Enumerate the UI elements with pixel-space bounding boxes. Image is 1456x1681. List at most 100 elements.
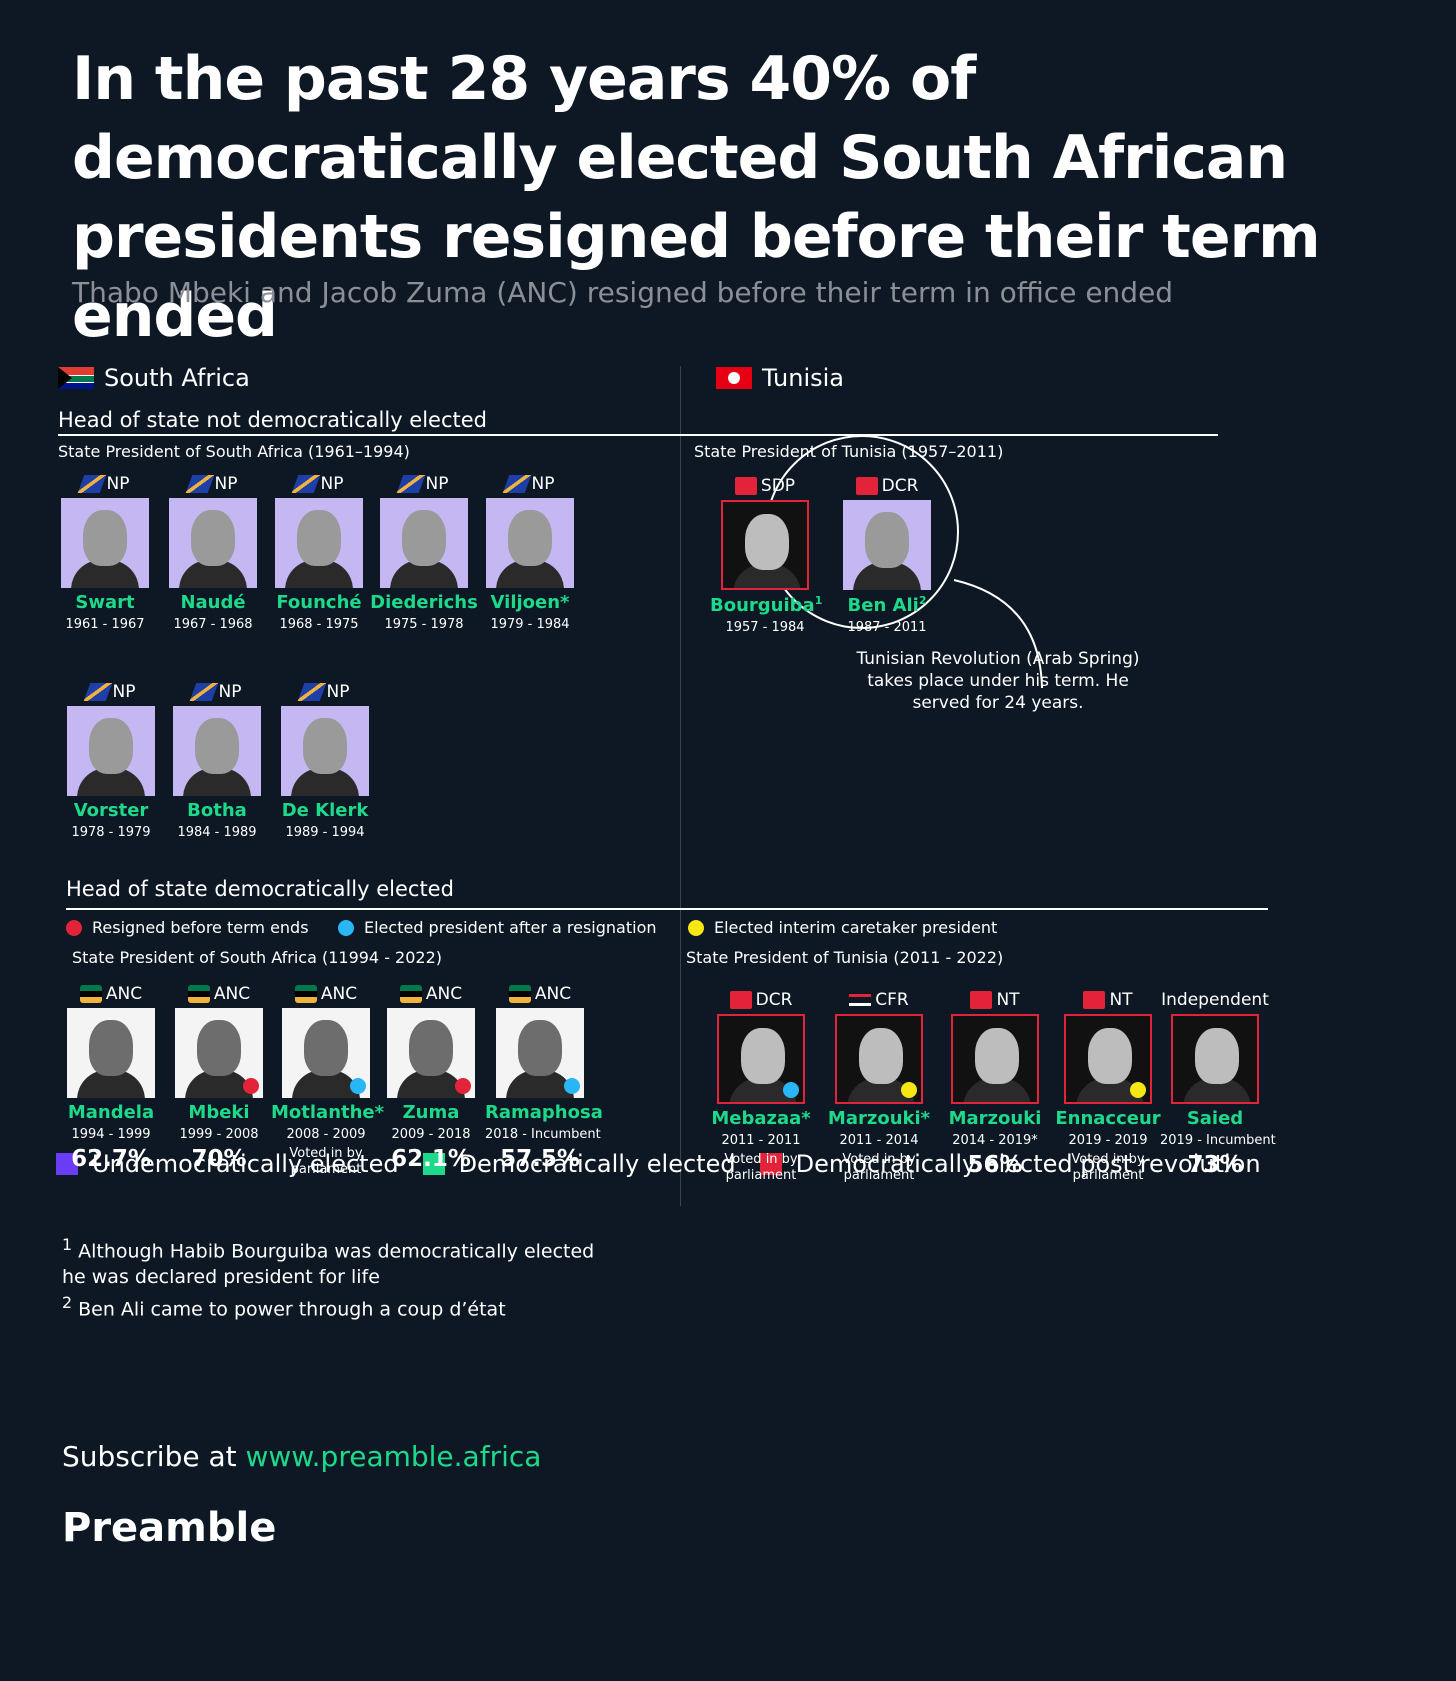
status-dot-icon — [901, 1082, 917, 1098]
president-name: Mebazaa* — [706, 1108, 816, 1129]
status-dot-icon — [243, 1078, 259, 1094]
name-text: Bourguiba — [710, 595, 815, 616]
name-text: Ben Ali — [847, 595, 919, 616]
portrait-image — [67, 706, 155, 796]
status-dot-icon — [783, 1082, 799, 1098]
term-years: 1967 - 1968 — [173, 617, 253, 632]
page-title: In the past 28 years 40% of democratical… — [72, 44, 1321, 351]
party-label: DCR — [706, 988, 816, 1012]
vote-percentage: 70% — [191, 1146, 247, 1172]
term-years: 2019 - Incumbent — [1160, 1133, 1276, 1148]
president-card: NP Naudé 1967 - 1968 — [158, 472, 268, 632]
president-name: Diederichs — [369, 592, 479, 613]
party-name: NP — [214, 474, 238, 494]
election-note: Voted in by parliament — [842, 1152, 916, 1183]
party-logo-icon — [508, 985, 531, 1003]
tunisia-flag-icon — [716, 367, 752, 389]
party-label: NP — [475, 472, 585, 496]
president-name: Swart — [50, 592, 160, 613]
vote-percentage: 73% — [1187, 1152, 1243, 1178]
portrait-image — [721, 500, 809, 590]
party-name: ANC — [425, 984, 463, 1004]
president-name: Botha — [162, 800, 272, 821]
party-label: NP — [50, 472, 160, 496]
president-card: Independent Saied 2019 - Incumbent 73% — [1160, 988, 1276, 1178]
section-heading-democratic: Head of state democratically elected — [66, 877, 454, 901]
party-logo-icon — [291, 475, 320, 493]
election-note: Voted in by parliament — [724, 1152, 798, 1183]
legend-label: Democratically elected — [458, 1150, 736, 1178]
election-note: Voted in by parliament — [289, 1146, 363, 1177]
party-logo-icon — [970, 991, 993, 1009]
president-card: NP Diederichs 1975 - 1978 — [369, 472, 479, 632]
party-name: NP — [106, 474, 130, 494]
page-subtitle: Thabo Mbeki and Jacob Zuma (ANC) resigne… — [72, 276, 1174, 309]
country-label: Tunisia — [762, 364, 844, 392]
portrait-image — [843, 500, 931, 590]
party-name: NP — [425, 474, 449, 494]
vote-percentage: 62.7% — [71, 1146, 151, 1172]
status-dot-icon — [1130, 1082, 1146, 1098]
president-card: ANC Ramaphosa 2018 - Incumbent 57.5% — [485, 982, 603, 1172]
legend-label: Elected president after a resignation — [364, 918, 657, 937]
president-card: SDP Bourguiba1 1957 - 1984 — [710, 474, 822, 635]
president-name: Founché — [264, 592, 374, 613]
party-logo-icon — [189, 683, 218, 701]
name-text: De Klerk — [281, 800, 369, 821]
portrait-image — [175, 1008, 263, 1098]
party-label: NP — [158, 472, 268, 496]
party-logo-icon — [294, 985, 317, 1003]
subscribe-link[interactable]: www.preamble.africa — [245, 1440, 542, 1473]
term-years: 1989 - 1994 — [285, 825, 365, 840]
vote-percentage: 56% — [967, 1152, 1023, 1178]
portrait-image — [486, 498, 574, 588]
name-text: Zuma — [402, 1102, 460, 1123]
party-name: NT — [996, 990, 1020, 1010]
party-logo-icon — [1083, 991, 1106, 1009]
purple-square-icon — [56, 1153, 78, 1175]
party-logo-icon — [187, 985, 210, 1003]
portrait-image — [281, 706, 369, 796]
term-years: 1978 - 1979 — [71, 825, 151, 840]
president-card: DCR Mebazaa* 2011 - 2011 Voted in by parlia… — [706, 988, 816, 1184]
subscribe-prefix: Subscribe at — [62, 1440, 246, 1473]
callout-text: Tunisian Revolution (Arab Spring) takes … — [856, 649, 1140, 713]
portrait-image — [169, 498, 257, 588]
footnote-2: 2 Ben Ali came to power through a coup d… — [62, 1290, 594, 1322]
party-logo-icon — [77, 475, 106, 493]
vote-percentage: 62.1% — [391, 1146, 471, 1172]
yellow-dot-icon — [688, 919, 704, 936]
term-years: 1984 - 1989 — [177, 825, 257, 840]
portrait-image — [282, 1008, 370, 1098]
term-years: 1968 - 1975 — [279, 617, 359, 632]
dot-legend-resigned: Resigned before term ends — [66, 918, 309, 937]
section-heading-not-democratic: Head of state not democratically elected — [58, 408, 488, 432]
party-name: DCR — [881, 476, 919, 496]
name-text: Saied — [1186, 1108, 1244, 1129]
term-years: 2019 - 2019 — [1068, 1133, 1148, 1148]
president-name: Ennacceur — [1053, 1108, 1163, 1129]
country-south-africa: South Africa — [58, 364, 250, 392]
name-text: Marzouki — [948, 1108, 1042, 1129]
red-dot-icon — [66, 919, 82, 936]
party-logo-icon — [734, 477, 757, 495]
president-name: Ben Ali2 — [832, 594, 942, 616]
president-name: Vorster — [56, 800, 166, 821]
name-text: Botha — [187, 800, 247, 821]
president-name: De Klerk — [270, 800, 380, 821]
party-label: SDP — [710, 474, 820, 498]
legend-label: Resigned before term ends — [92, 918, 309, 937]
party-label: NT — [1053, 988, 1163, 1012]
party-label: ANC — [376, 982, 486, 1006]
party-logo-icon — [849, 994, 872, 1006]
blue-dot-icon — [338, 919, 354, 936]
name-text: Diederichs — [370, 592, 478, 613]
term-years: 2009 - 2018 — [391, 1127, 471, 1142]
party-name: NP — [320, 474, 344, 494]
brand-logo: Preamble — [62, 1505, 277, 1551]
president-name: Marzouki* — [824, 1108, 934, 1129]
party-label: Independent — [1160, 988, 1270, 1012]
term-years: 2018 - Incumbent — [485, 1127, 601, 1142]
president-card: CFR Marzouki* 2011 - 2014 Voted in by parli… — [824, 988, 934, 1184]
footnote-text: Although Habib Bourguiba was democratica… — [78, 1240, 595, 1263]
